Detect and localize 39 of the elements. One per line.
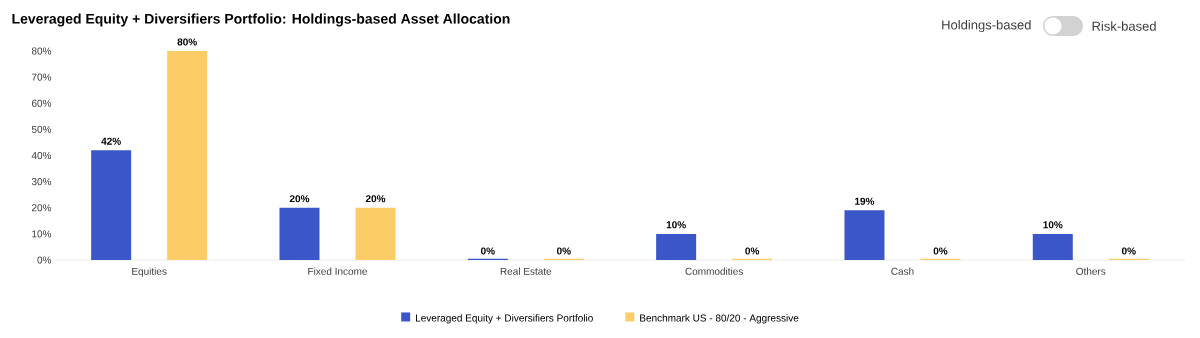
data-label: 0% <box>933 247 948 255</box>
data-label: 20% <box>365 195 386 203</box>
y-tick-label: 70% <box>31 73 52 81</box>
y-tick-label: 30% <box>31 178 52 186</box>
y-tick-label: 0% <box>37 256 52 264</box>
y-tick-label: 40% <box>31 151 52 160</box>
y-tick-label: 50% <box>31 125 52 133</box>
y-tick-label: 80% <box>31 47 52 55</box>
y-tick-label: 10% <box>32 230 52 238</box>
bar <box>355 207 396 260</box>
bar <box>844 210 885 260</box>
data-label: 0% <box>745 247 760 255</box>
chart-title: Leveraged Equity + Diversifiers Portfolio: Holdings-based Asset Allocation <box>12 13 510 27</box>
x-tick-label: Real Estate <box>500 267 552 275</box>
data-label: 80% <box>177 38 197 46</box>
data-label: 10% <box>666 221 686 229</box>
bar <box>279 207 320 260</box>
data-label: 0% <box>1121 247 1136 255</box>
x-tick-label: Equities <box>132 267 167 277</box>
bar <box>91 150 132 260</box>
legend-label: Benchmark US - 80/20 - Aggressive <box>640 314 799 324</box>
data-label: 42% <box>101 137 121 145</box>
data-label: 19% <box>855 197 875 205</box>
legend-label: Leveraged Equity + Diversifiers Portfolio <box>416 314 593 324</box>
data-label: 10% <box>1043 221 1063 229</box>
y-tick-label: 20% <box>31 204 52 212</box>
x-tick-label: Commodities <box>685 267 743 275</box>
data-label: 0% <box>556 247 571 255</box>
data-label: 0% <box>480 247 495 255</box>
y-tick-label: 60% <box>31 99 52 107</box>
x-tick-label: Cash <box>891 267 914 275</box>
data-label: 20% <box>289 195 310 203</box>
bar <box>656 233 697 260</box>
text: Risk-based <box>1092 21 1156 31</box>
bar <box>167 51 208 260</box>
x-tick-label: Fixed Income <box>308 267 368 275</box>
text: Holdings-based <box>942 19 1031 33</box>
x-tick-label: Others <box>1076 267 1106 275</box>
bar <box>1032 233 1073 260</box>
